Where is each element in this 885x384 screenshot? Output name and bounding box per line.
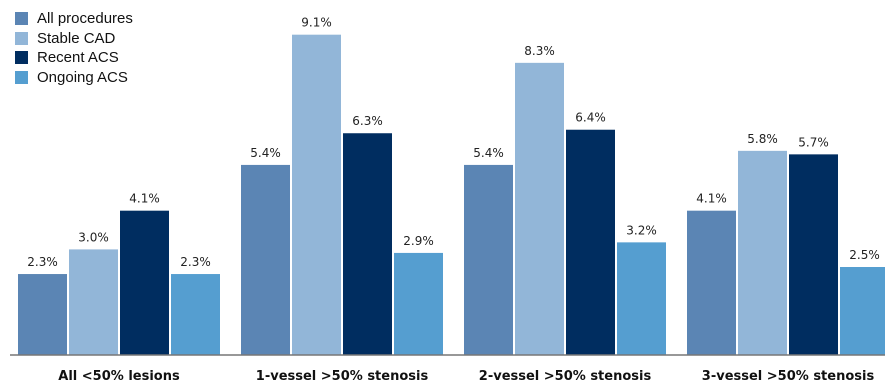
data-label-1-vessel-50-stenosis-recent-acs: 6.3% [352,114,383,128]
bar-3-vessel-50-stenosis-stable-cad [738,150,787,355]
bar-1-vessel-50-stenosis-all-procedures [241,164,290,355]
category-label-1-vessel-50-stenosis: 1-vessel >50% stenosis [256,369,429,384]
bar-2-vessel-50-stenosis-stable-cad [515,62,564,356]
bar-1-vessel-50-stenosis-recent-acs [343,133,392,355]
bar-all-50-lesions-ongoing-acs [171,274,220,355]
category-label-3-vessel-50-stenosis: 3-vessel >50% stenosis [702,369,875,384]
chart-legend: All procedures Stable CAD Recent ACS Ong… [15,9,133,87]
legend-label-all-procedures: All procedures [37,10,133,28]
data-label-all-50-lesions-ongoing-acs: 2.3% [180,255,211,269]
legend-item-ongoing-acs: Ongoing ACS [15,68,133,88]
legend-swatch-ongoing-acs [15,70,28,84]
data-label-3-vessel-50-stenosis-all-procedures: 4.1% [696,192,727,206]
bar-3-vessel-50-stenosis-ongoing-acs [840,267,885,355]
legend-item-all-procedures: All procedures [15,9,133,29]
legend-label-recent-acs: Recent ACS [37,49,119,67]
legend-swatch-recent-acs [15,51,28,65]
bar-3-vessel-50-stenosis-recent-acs [789,154,838,355]
legend-label-stable-cad: Stable CAD [37,29,116,47]
bar-all-50-lesions-all-procedures [18,274,67,355]
bar-3-vessel-50-stenosis-all-procedures [687,210,736,355]
bar-2-vessel-50-stenosis-all-procedures [464,164,513,355]
data-label-1-vessel-50-stenosis-all-procedures: 5.4% [250,146,281,160]
bar-1-vessel-50-stenosis-ongoing-acs [394,252,443,355]
legend-item-stable-cad: Stable CAD [15,29,133,49]
category-label-all-50-lesions: All <50% lesions [58,369,180,384]
data-label-all-50-lesions-stable-cad: 3.0% [78,230,109,244]
data-label-3-vessel-50-stenosis-stable-cad: 5.8% [747,132,778,146]
legend-item-recent-acs: Recent ACS [15,48,133,68]
legend-label-ongoing-acs: Ongoing ACS [37,68,128,86]
data-label-3-vessel-50-stenosis-recent-acs: 5.7% [798,135,829,149]
data-label-all-50-lesions-recent-acs: 4.1% [129,192,160,206]
bar-2-vessel-50-stenosis-recent-acs [566,129,615,355]
data-label-1-vessel-50-stenosis-stable-cad: 9.1% [301,16,332,30]
bar-all-50-lesions-stable-cad [69,249,118,355]
category-label-2-vessel-50-stenosis: 2-vessel >50% stenosis [479,369,652,384]
bar-all-50-lesions-recent-acs [120,210,169,355]
legend-swatch-all-procedures [15,12,28,26]
data-label-1-vessel-50-stenosis-ongoing-acs: 2.9% [403,234,434,248]
data-label-3-vessel-50-stenosis-ongoing-acs: 2.5% [849,248,880,262]
data-label-2-vessel-50-stenosis-all-procedures: 5.4% [473,146,504,160]
bar-2-vessel-50-stenosis-ongoing-acs [617,242,666,355]
data-label-2-vessel-50-stenosis-stable-cad: 8.3% [524,44,555,58]
bar-1-vessel-50-stenosis-stable-cad [292,34,341,356]
data-label-all-50-lesions-all-procedures: 2.3% [27,255,58,269]
data-label-2-vessel-50-stenosis-recent-acs: 6.4% [575,111,606,125]
legend-swatch-stable-cad [15,31,28,45]
data-label-2-vessel-50-stenosis-ongoing-acs: 3.2% [626,223,657,237]
